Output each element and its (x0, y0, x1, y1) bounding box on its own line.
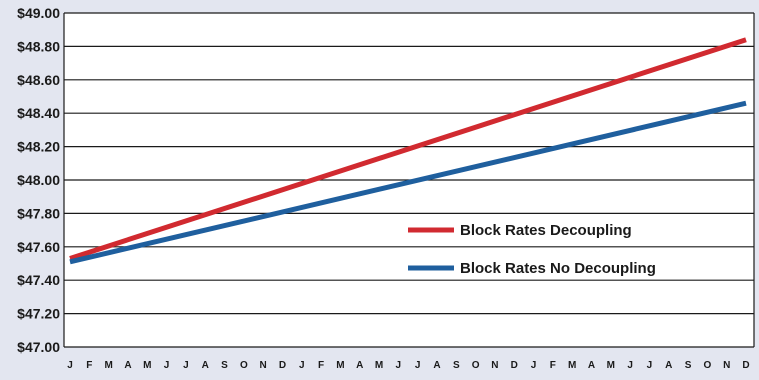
x-tick-label: A (665, 360, 672, 371)
y-tick-label: $47.40 (17, 272, 60, 288)
x-tick-label: J (164, 360, 170, 371)
legend-label-2: Block Rates No Decoupling (460, 260, 656, 277)
x-tick-label: J (67, 360, 73, 371)
x-tick-label: N (723, 360, 730, 371)
x-tick-label: M (104, 360, 112, 371)
series-line-2 (69, 100, 747, 265)
x-tick-label: A (433, 360, 440, 371)
x-tick-label: J (415, 360, 421, 371)
x-tick-label: A (356, 360, 363, 371)
y-tick-label: $47.20 (17, 306, 60, 322)
x-tick-label: N (491, 360, 498, 371)
x-tick-label: J (647, 360, 653, 371)
x-tick-label: M (336, 360, 344, 371)
x-tick-label: J (183, 360, 189, 371)
series-line-1 (69, 37, 747, 261)
x-tick-label: F (318, 360, 324, 371)
x-tick-label: D (742, 360, 749, 371)
y-tick-label: $48.20 (17, 139, 60, 155)
legend-label-1: Block Rates Decoupling (460, 222, 632, 239)
y-tick-label: $47.80 (17, 205, 60, 221)
x-tick-label: A (588, 360, 595, 371)
y-tick-label: $48.40 (17, 105, 60, 121)
x-tick-label: F (86, 360, 92, 371)
y-tick-label: $47.60 (17, 239, 60, 255)
y-tick-label: $47.00 (17, 339, 60, 355)
x-tick-label: S (221, 360, 228, 371)
x-tick-label: J (627, 360, 633, 371)
x-tick-label: S (685, 360, 692, 371)
x-tick-label: M (375, 360, 383, 371)
x-tick-label: F (550, 360, 556, 371)
x-tick-label: M (568, 360, 576, 371)
y-tick-label: $48.00 (17, 172, 60, 188)
x-tick-label: N (260, 360, 267, 371)
x-tick-label: O (703, 360, 711, 371)
x-tick-label: M (143, 360, 151, 371)
x-tick-label: J (531, 360, 537, 371)
y-tick-label: $48.60 (17, 72, 60, 88)
x-tick-label: O (472, 360, 480, 371)
x-tick-label: J (396, 360, 402, 371)
x-tick-label: A (124, 360, 131, 371)
x-tick-label: M (607, 360, 615, 371)
y-tick-label: $49.00 (17, 5, 60, 21)
y-tick-label: $48.80 (17, 38, 60, 54)
x-tick-label: D (279, 360, 286, 371)
x-tick-label: S (453, 360, 460, 371)
x-tick-label: D (511, 360, 518, 371)
x-tick-label: O (240, 360, 248, 371)
x-tick-label: A (202, 360, 209, 371)
x-tick-label: J (299, 360, 305, 371)
